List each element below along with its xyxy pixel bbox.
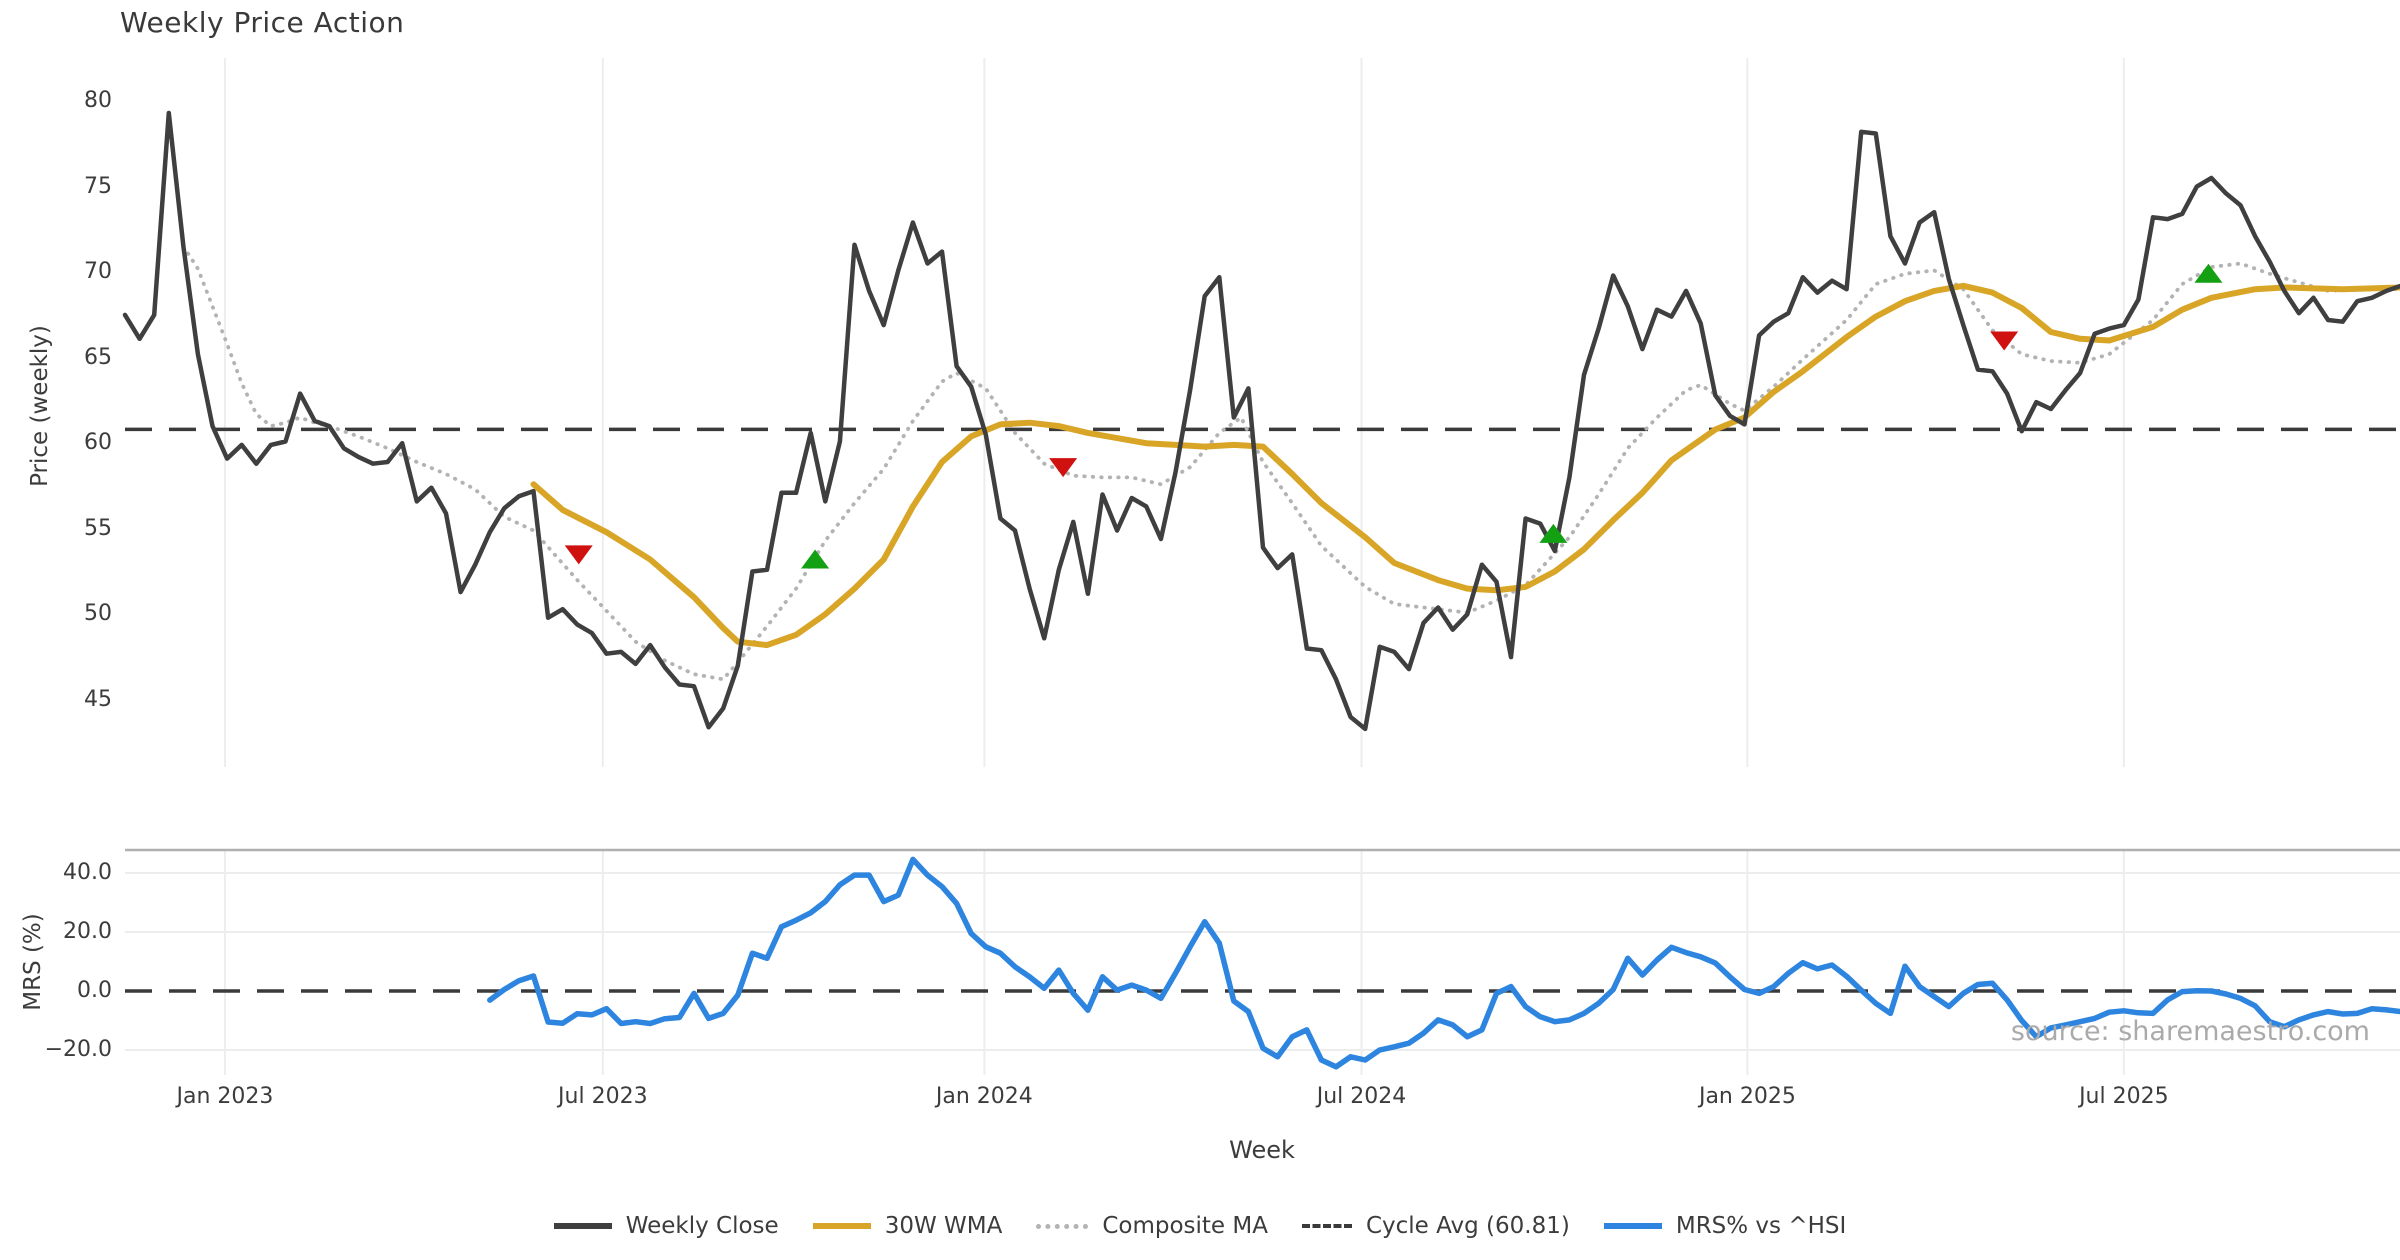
legend-swatch-icon bbox=[553, 1223, 612, 1229]
mrs-line bbox=[487, 856, 2400, 1070]
chart-title: Weekly Price Action bbox=[120, 6, 405, 39]
legend-item: Composite MA bbox=[1036, 1213, 1268, 1239]
price-ytick-label: 60 bbox=[84, 430, 112, 456]
sell-marker-icon bbox=[1990, 331, 2019, 351]
legend-item: MRS% vs ^HSI bbox=[1603, 1213, 1847, 1239]
x-tick-label: Jan 2024 bbox=[935, 1084, 1033, 1109]
mrs-ytick-label: −20.0 bbox=[44, 1037, 112, 1062]
legend: Weekly Close 30W WMA Composite MA Cycle Avg… bbox=[0, 1213, 2400, 1239]
legend-item: Cycle Avg (60.81) bbox=[1301, 1213, 1570, 1239]
legend-label: Cycle Avg (60.81) bbox=[1365, 1213, 1570, 1239]
sell-marker-icon bbox=[564, 545, 593, 565]
price-ytick-label: 75 bbox=[84, 173, 112, 199]
legend-label: Composite MA bbox=[1102, 1213, 1268, 1239]
sell-marker-icon bbox=[1049, 458, 1078, 478]
mrs-ytick-label: 40.0 bbox=[63, 860, 112, 885]
legend-label: 30W WMA bbox=[884, 1213, 1003, 1239]
x-axis-label: Week bbox=[1229, 1136, 1295, 1164]
x-tick-label: Jan 2025 bbox=[1698, 1084, 1796, 1109]
legend-label: MRS% vs ^HSI bbox=[1675, 1213, 1847, 1239]
legend-swatch-icon bbox=[812, 1223, 871, 1229]
mrs-ytick-label: 0.0 bbox=[77, 978, 112, 1003]
legend-swatch-icon bbox=[1036, 1223, 1089, 1229]
legend-item: Weekly Close bbox=[553, 1213, 779, 1239]
x-tick-label: Jul 2025 bbox=[2079, 1084, 2169, 1109]
x-tick-label: Jul 2024 bbox=[1316, 1084, 1407, 1109]
legend-label: Weekly Close bbox=[625, 1213, 779, 1239]
legend-item: 30W WMA bbox=[812, 1213, 1003, 1239]
legend-swatch-icon bbox=[1301, 1224, 1352, 1228]
price-ytick-label: 55 bbox=[84, 515, 112, 541]
legend-swatch-icon bbox=[1603, 1223, 1662, 1229]
price-ytick-label: 80 bbox=[84, 88, 112, 113]
weekly-close-line bbox=[122, 110, 2400, 732]
price-ytick-label: 45 bbox=[84, 686, 112, 712]
x-tick-label: Jul 2023 bbox=[558, 1084, 648, 1109]
price-ytick-label: 65 bbox=[84, 344, 112, 370]
x-tick-label: Jan 2023 bbox=[176, 1084, 274, 1109]
wma-line bbox=[530, 282, 2400, 649]
composite-ma-line bbox=[181, 244, 2400, 682]
buy-marker-icon bbox=[1539, 523, 1568, 543]
price-ytick-label: 50 bbox=[84, 601, 112, 627]
buy-marker-icon bbox=[2194, 263, 2223, 283]
buy-marker-icon bbox=[801, 549, 830, 569]
price-ytick-label: 70 bbox=[84, 259, 112, 285]
source-note: source: sharemaestro.com bbox=[2010, 1016, 2370, 1047]
mrs-ytick-label: 20.0 bbox=[63, 919, 112, 944]
